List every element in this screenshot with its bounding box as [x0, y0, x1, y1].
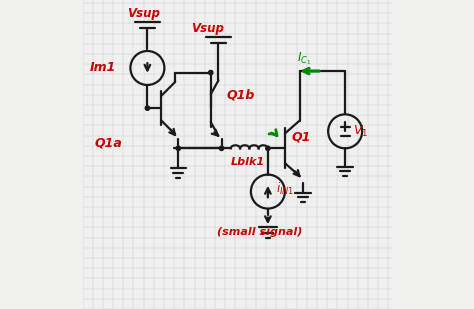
Text: Lblk1: Lblk1	[231, 157, 265, 167]
Text: $I_{C_1}$: $I_{C_1}$	[297, 51, 311, 67]
Text: $i_{IN1}$: $i_{IN1}$	[275, 181, 294, 197]
Text: $V_1$: $V_1$	[353, 123, 368, 138]
Circle shape	[176, 146, 181, 150]
Text: Vsup: Vsup	[191, 23, 224, 36]
Text: Q1b: Q1b	[226, 89, 255, 102]
Text: Im1: Im1	[90, 61, 117, 74]
Text: Q1a: Q1a	[95, 137, 123, 150]
Circle shape	[266, 146, 270, 150]
Circle shape	[219, 146, 224, 150]
Circle shape	[145, 106, 150, 110]
Circle shape	[209, 70, 213, 75]
Text: Q1: Q1	[291, 131, 310, 144]
Text: Vsup: Vsup	[128, 7, 160, 20]
Text: (small signal): (small signal)	[217, 227, 302, 237]
FancyArrowPatch shape	[269, 130, 277, 136]
